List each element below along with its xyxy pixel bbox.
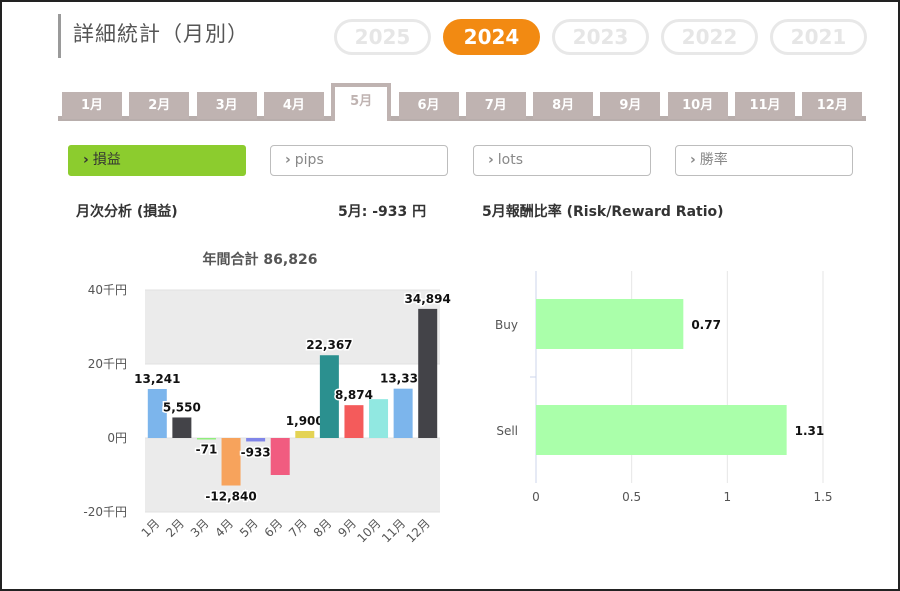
chevron-right-icon: › [488, 152, 494, 168]
filter-2[interactable]: › lots [473, 145, 651, 176]
month-tab-12[interactable]: 12月 [802, 92, 863, 119]
chevron-right-icon: › [285, 152, 291, 168]
month-tabs: 1月 2月 3月 4月 5月 6月 7月 8月 9月 10月 11月 12月 [58, 83, 866, 121]
data-label: 8,874 [335, 388, 373, 402]
filter-label: 勝率 [699, 152, 728, 168]
bar-10月 [369, 399, 389, 438]
data-label: 1,900 [286, 414, 324, 428]
data-label: 1.31 [795, 424, 825, 438]
x-tick-label: 7月 [286, 516, 310, 540]
data-label: -71 [196, 442, 218, 456]
risk-reward-chart: 0 0.5 1 1.5 0.77 Buy 1.31 Sell [495, 271, 833, 504]
x-tick-label: 4月 [212, 516, 236, 540]
annual-total: 年間合計 86,826 [202, 252, 318, 268]
month-tab-10[interactable]: 10月 [667, 92, 728, 119]
filter-label: lots [497, 152, 524, 168]
monthly-analysis-title: 月次分析 (損益) [76, 204, 178, 220]
month-tab-5[interactable]: 5月 [331, 83, 392, 121]
page-title-bar: 詳細統計（月別） [58, 14, 249, 58]
chevron-right-icon: › [83, 152, 89, 168]
plot-band-upper [145, 290, 440, 364]
filter-label: pips [294, 152, 324, 168]
year-selector: 2025 2024 2023 2022 2021 [334, 19, 867, 55]
y-tick-label: 0円 [107, 431, 127, 445]
monthly-pnl-chart: 40千円 20千円 0円 -20千円 13,241 1月 5,550 2月 -71 3月 -12,8… [83, 283, 452, 545]
month-tab-6[interactable]: 6月 [398, 92, 459, 119]
data-label: 13,330 [380, 372, 426, 386]
bar-9月 [344, 405, 364, 438]
month-tab-2[interactable]: 2月 [129, 92, 190, 119]
x-tick-label: 1.5 [813, 490, 832, 504]
x-tick-label: 12月 [404, 516, 433, 545]
x-tick-label: 10月 [354, 516, 383, 545]
plot-band-lower [145, 438, 440, 512]
bar-6月 [270, 438, 290, 475]
month-tab-3[interactable]: 3月 [196, 92, 257, 119]
bar-12月 [418, 308, 438, 438]
bar-3月 [196, 438, 216, 440]
x-tick-label: 1 [724, 490, 732, 504]
risk-reward-title: 5月報酬比率 (Risk/Reward Ratio) [482, 204, 724, 220]
x-tick-label: 0.5 [622, 490, 641, 504]
data-label: 5,550 [163, 400, 201, 414]
y-tick-label: -20千円 [83, 505, 127, 519]
bar-1月 [147, 389, 167, 438]
bar-2月 [172, 417, 192, 438]
bar-11月 [393, 388, 413, 438]
bar-4月 [221, 438, 241, 486]
year-pill-2022[interactable]: 2022 [661, 19, 758, 55]
bar-5月 [246, 438, 266, 442]
x-tick-label: 8月 [311, 516, 335, 540]
month-tabs-underline [58, 116, 866, 121]
bar-Sell [536, 405, 787, 455]
y-tick-label: 20千円 [88, 357, 127, 371]
x-tick-label: 6月 [262, 516, 286, 540]
filter-label: 損益 [92, 152, 121, 168]
y-category-label: Buy [495, 318, 518, 332]
bar-8月 [319, 355, 339, 438]
x-tick-label: 11月 [379, 516, 408, 545]
bar-Buy [536, 299, 684, 349]
x-tick-label: 5月 [237, 516, 261, 540]
filter-1[interactable]: › pips [270, 145, 448, 176]
x-tick-label: 3月 [188, 516, 212, 540]
year-pill-2025[interactable]: 2025 [334, 19, 431, 55]
month-tab-4[interactable]: 4月 [263, 92, 324, 119]
data-label: -12,840 [205, 490, 256, 504]
year-pill-2023[interactable]: 2023 [552, 19, 649, 55]
data-label: -933 [241, 445, 271, 459]
y-category-label: Sell [496, 424, 518, 438]
month-tab-11[interactable]: 11月 [735, 92, 795, 119]
chevron-right-icon: › [690, 152, 696, 168]
data-label: 13,241 [134, 372, 180, 386]
page-title: 詳細統計（月別） [73, 22, 249, 46]
bar-7月 [295, 430, 315, 438]
selected-month-value: 5月: -933 円 [338, 204, 427, 220]
data-label: 0.77 [691, 318, 721, 332]
month-tab-1[interactable]: 1月 [62, 92, 122, 119]
data-label: 22,367 [306, 338, 352, 352]
x-tick-label: 0 [532, 490, 540, 504]
x-tick-label: 2月 [163, 516, 187, 540]
month-tab-9[interactable]: 9月 [600, 92, 661, 119]
data-label: 34,894 [405, 292, 451, 306]
y-tick-label: 40千円 [88, 283, 127, 297]
month-tab-7[interactable]: 7月 [465, 92, 526, 119]
x-tick-label: 1月 [139, 516, 163, 540]
filter-3[interactable]: › 勝率 [675, 145, 853, 176]
year-pill-2024[interactable]: 2024 [443, 19, 540, 55]
year-pill-2021[interactable]: 2021 [770, 19, 867, 55]
filter-0[interactable]: › 損益 [68, 145, 246, 176]
month-tab-8[interactable]: 8月 [533, 92, 594, 119]
